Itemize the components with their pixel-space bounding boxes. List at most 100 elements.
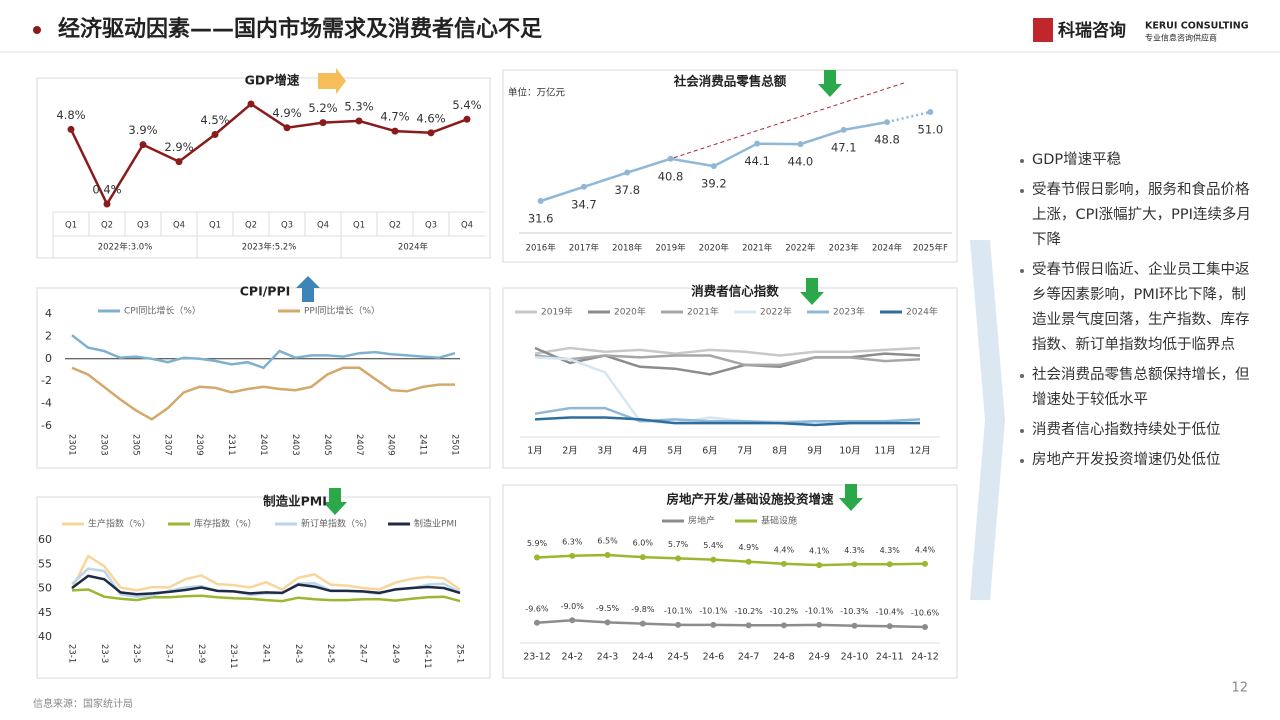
bullets: GDP增速平稳 受春节假日影响，服务和食品价格上涨，CPI涨幅扩大，PPI连续多月… bbox=[1020, 148, 1252, 478]
y-tick-label: -6 bbox=[41, 419, 52, 432]
x-tick-label: 2307 bbox=[162, 434, 172, 456]
y-tick-label: 50 bbox=[38, 582, 52, 595]
line bbox=[536, 619, 926, 629]
legend-label: 2022年 bbox=[760, 306, 792, 318]
x-tick-label: 2016年 bbox=[526, 243, 557, 254]
x-tick-label: Q1 bbox=[65, 221, 77, 231]
data-label: 0.4% bbox=[92, 183, 121, 197]
point bbox=[922, 624, 928, 630]
point bbox=[569, 552, 576, 559]
x-tick-label: 5月 bbox=[667, 446, 683, 457]
x-tick-label: 2022年 bbox=[785, 243, 816, 254]
arrow-right bbox=[318, 68, 346, 94]
x-tick-label: 24-3 bbox=[597, 652, 619, 663]
x-tick-label: 24-5 bbox=[667, 652, 689, 663]
line bbox=[71, 588, 461, 603]
point bbox=[355, 117, 363, 125]
data-label: 40.8 bbox=[658, 169, 684, 183]
line bbox=[534, 406, 921, 425]
point bbox=[639, 620, 646, 627]
point bbox=[710, 163, 717, 170]
data-label: 6.3% bbox=[562, 537, 583, 546]
data-label: 5.9% bbox=[527, 539, 548, 548]
group-label: 2023年:5.2% bbox=[242, 242, 297, 253]
x-tick-label: 25-1 bbox=[455, 644, 465, 663]
point bbox=[534, 619, 540, 626]
point bbox=[427, 129, 435, 137]
data-label: 4.8% bbox=[56, 108, 85, 122]
x-tick-label: 24-7 bbox=[358, 644, 368, 663]
arrow-down bbox=[323, 488, 347, 515]
y-tick-label: -2 bbox=[41, 374, 52, 387]
x-tick-label: 24-7 bbox=[738, 652, 760, 663]
y-tick-label: -4 bbox=[41, 397, 52, 410]
data-label: 4.5% bbox=[200, 113, 229, 127]
line bbox=[71, 334, 456, 370]
data-label: -10.6% bbox=[911, 609, 940, 618]
x-tick-label: 2024年 bbox=[872, 243, 903, 254]
y-tick-label: 60 bbox=[38, 533, 52, 546]
legend-label: 库存指数（%） bbox=[194, 518, 257, 530]
point bbox=[780, 560, 787, 567]
x-tick-label: 24-6 bbox=[703, 652, 725, 663]
data-label: -10.2% bbox=[734, 607, 763, 616]
point bbox=[922, 560, 928, 567]
line bbox=[534, 346, 921, 357]
point bbox=[745, 622, 752, 629]
point bbox=[851, 561, 858, 568]
data-label: 2.9% bbox=[164, 140, 193, 154]
x-tick-label: 2403 bbox=[290, 434, 300, 456]
x-tick-label: 2303 bbox=[98, 434, 108, 456]
point bbox=[884, 119, 891, 126]
line bbox=[534, 354, 921, 367]
x-tick-label: 4月 bbox=[632, 446, 648, 457]
x-tick-label: Q4 bbox=[461, 221, 473, 231]
data-label: 5.3% bbox=[344, 99, 373, 113]
data-label: -10.1% bbox=[699, 606, 728, 615]
point bbox=[580, 183, 587, 190]
legend-label: 2023年 bbox=[833, 306, 865, 318]
line bbox=[71, 574, 461, 596]
x-tick-label: 8月 bbox=[772, 446, 788, 457]
arrow-down bbox=[818, 70, 842, 97]
arrow-up bbox=[296, 276, 320, 302]
title-dot bbox=[33, 26, 41, 34]
data-label: 4.4% bbox=[774, 545, 795, 554]
legend-label: 2020年 bbox=[614, 306, 646, 318]
data-label: 6.0% bbox=[633, 539, 654, 548]
point bbox=[537, 198, 544, 204]
x-tick-label: Q1 bbox=[209, 221, 221, 231]
x-tick-label: 2407 bbox=[354, 434, 364, 456]
point bbox=[816, 562, 823, 569]
legend-label: 生产指数（%） bbox=[88, 518, 151, 530]
point bbox=[639, 554, 646, 561]
point bbox=[319, 119, 327, 127]
chart-title: GDP增速 bbox=[245, 73, 300, 88]
data-label: 44.1 bbox=[744, 154, 770, 168]
y-tick-label: 0 bbox=[45, 352, 52, 365]
legend-label: 2021年 bbox=[687, 306, 719, 318]
data-label: -9.0% bbox=[561, 602, 585, 611]
slide-title: 经济驱动因素——国内市场需求及消费者信心不足 bbox=[58, 16, 542, 42]
point bbox=[710, 621, 717, 628]
logo-icon bbox=[1033, 18, 1053, 42]
point bbox=[175, 158, 183, 166]
data-label: 44.0 bbox=[788, 155, 814, 169]
x-tick-label: 2501 bbox=[450, 434, 460, 456]
x-tick-label: 24-8 bbox=[773, 652, 795, 663]
line bbox=[70, 554, 461, 592]
point bbox=[840, 126, 847, 133]
point bbox=[391, 127, 399, 135]
line bbox=[886, 110, 931, 124]
logo-tag: 专业信息咨询供应商 bbox=[1145, 33, 1217, 43]
x-tick-label: 24-10 bbox=[841, 652, 869, 663]
x-tick-label: 2409 bbox=[386, 434, 396, 456]
data-label: 5.7% bbox=[668, 540, 689, 549]
y-tick-label: 45 bbox=[38, 606, 52, 619]
point bbox=[103, 200, 111, 208]
x-tick-label: Q2 bbox=[389, 221, 401, 231]
data-label: -9.6% bbox=[525, 604, 549, 613]
line bbox=[536, 553, 926, 567]
point bbox=[927, 109, 934, 115]
